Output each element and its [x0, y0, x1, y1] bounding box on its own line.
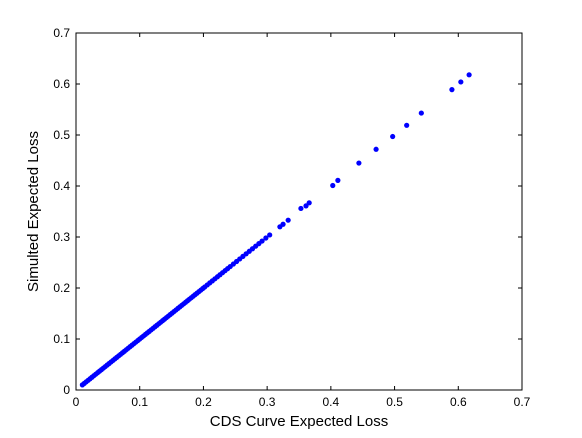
plot-frame	[75, 32, 523, 391]
data-point	[263, 235, 269, 241]
data-point	[449, 87, 455, 93]
data-point	[373, 146, 379, 152]
data-point	[404, 122, 410, 128]
x-tick-label: 0.2	[195, 395, 212, 409]
data-point	[418, 110, 424, 116]
data-point	[390, 133, 396, 140]
x-axis-label: CDS Curve Expected Loss	[210, 413, 388, 430]
data-point	[285, 217, 291, 223]
x-tick-label: 0.4	[323, 395, 340, 409]
y-axis-label: Simulted Expected Loss	[25, 131, 42, 292]
x-tick-label: 0.5	[386, 395, 403, 409]
x-tick-label: 0.6	[450, 395, 467, 409]
x-tick-label: 0	[73, 395, 80, 409]
y-tick-label: 0.5	[53, 128, 70, 142]
x-tick-label: 0.1	[131, 395, 148, 409]
axis-ticks: 0 0.1 0.2 0.3 0.4 0.5 0.6 0.7 0 0.1 0.2 0.3 0.4 0.5 0.…	[53, 26, 530, 409]
x-tick-label: 0.7	[514, 395, 531, 409]
y-tick-label: 0.7	[53, 26, 70, 40]
y-tick-label: 0.3	[53, 230, 70, 244]
x-tick-label: 0.3	[259, 395, 276, 409]
y-tick-label: 0	[63, 383, 70, 397]
data-point	[458, 79, 464, 85]
data-point	[356, 160, 362, 166]
data-point	[259, 238, 265, 244]
data-point	[330, 182, 336, 189]
data-point	[267, 232, 273, 238]
data-point	[466, 72, 472, 78]
y-tick-label: 0.1	[53, 332, 70, 346]
data-point	[306, 200, 312, 206]
data-point	[335, 177, 341, 183]
y-tick-label: 0.2	[53, 281, 70, 295]
data-point	[298, 205, 304, 212]
data-points	[79, 72, 472, 388]
y-tick-label: 0.4	[53, 179, 70, 193]
y-tick-label: 0.6	[53, 77, 70, 91]
data-point	[280, 221, 286, 227]
